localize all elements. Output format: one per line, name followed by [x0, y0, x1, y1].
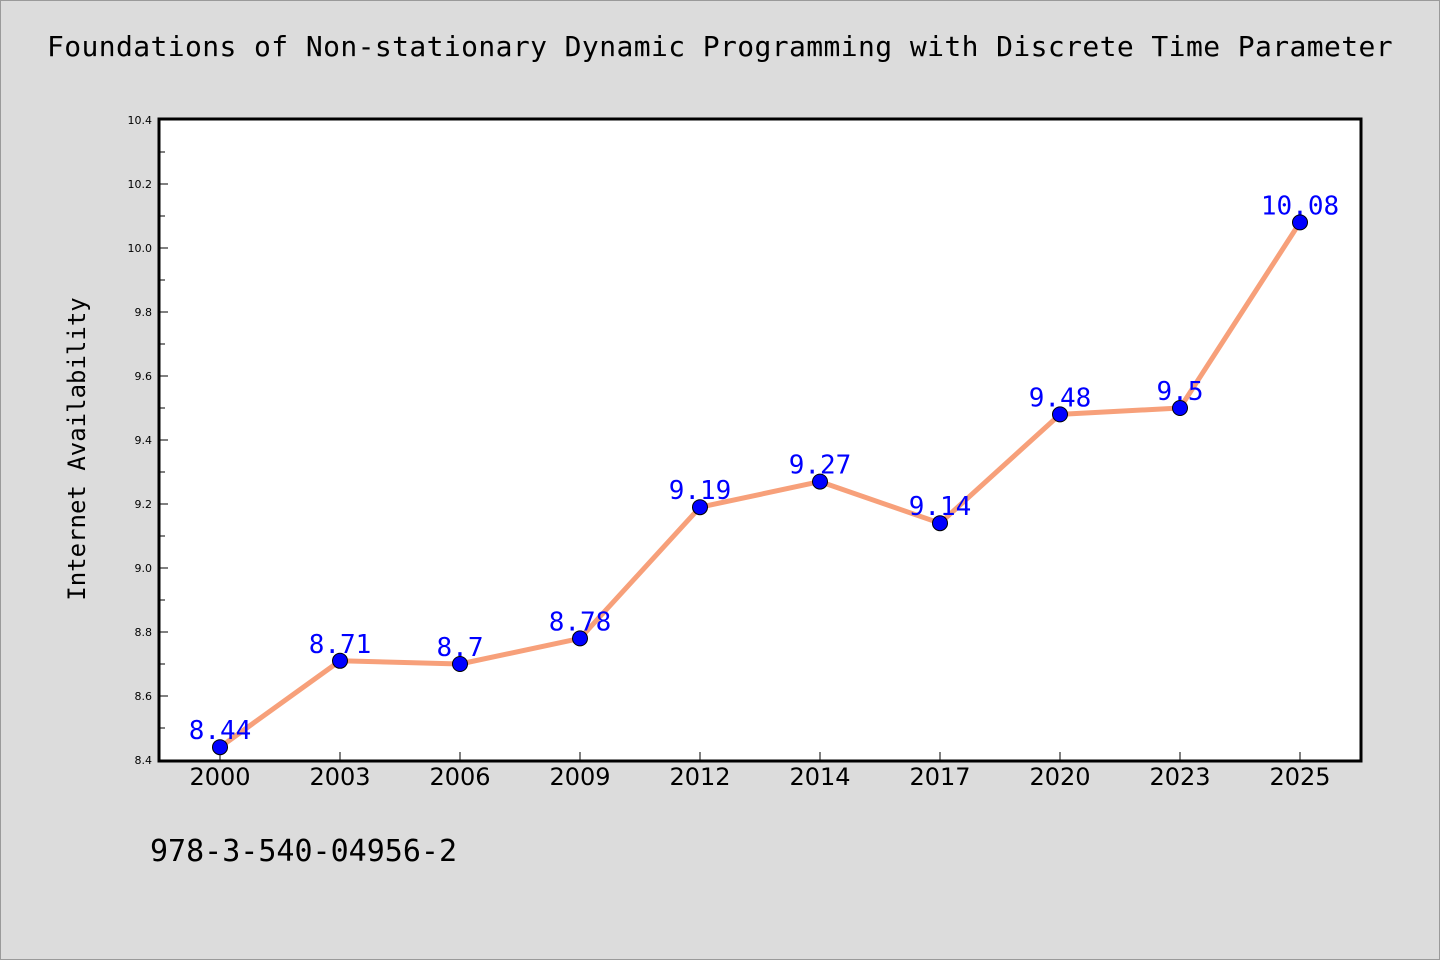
data-point — [212, 739, 228, 756]
isbn-text: 978-3-540-04956-2 — [150, 834, 458, 869]
x-tick-label: 2012 — [669, 763, 730, 791]
data-point — [692, 499, 708, 516]
x-tick-label: 2009 — [549, 763, 610, 791]
data-label: 9.19 — [669, 476, 732, 506]
x-tick-label: 2020 — [1029, 763, 1090, 791]
plot-area — [157, 117, 1363, 763]
y-tick-label: 10.0 — [128, 242, 153, 255]
series-line — [217, 219, 1303, 750]
data-point — [452, 656, 468, 672]
data-point — [572, 630, 588, 647]
data-label: 10.08 — [1261, 191, 1339, 221]
data-point — [1292, 214, 1308, 231]
y-tick-label: 8.4 — [135, 754, 153, 767]
y-tick-label: 9.0 — [135, 562, 153, 575]
data-label: 9.27 — [789, 451, 852, 481]
data-label: 8.7 — [437, 633, 484, 663]
y-tick-label: 10.2 — [128, 178, 153, 191]
x-tick-label: 2014 — [789, 763, 850, 791]
data-label: 8.44 — [189, 716, 252, 746]
data-label: 9.5 — [1157, 377, 1204, 407]
data-point — [332, 652, 348, 669]
data-label: 8.71 — [309, 630, 372, 660]
series-markers — [212, 214, 1308, 756]
x-tick-label: 2000 — [189, 763, 250, 791]
data-label: 9.48 — [1029, 383, 1092, 413]
y-tick-label: 10.4 — [128, 114, 153, 127]
data-point — [932, 515, 948, 532]
x-tick-label: 2006 — [429, 763, 490, 791]
y-tick-label: 9.2 — [135, 498, 153, 511]
y-tick-label: 9.4 — [135, 434, 153, 447]
x-tick-label: 2025 — [1269, 763, 1330, 791]
series-data-labels: 8.44 8.71 8.7 8.78 9.19 9.27 9.14 9.48 9.5 10.08 — [189, 191, 1339, 746]
y-tick-label: 9.6 — [135, 370, 153, 383]
x-tick-label: 2023 — [1149, 763, 1210, 791]
data-point — [812, 473, 828, 490]
x-tick-label: 2003 — [309, 763, 370, 791]
series-lines — [217, 219, 1303, 750]
y-axis-ticks: 8.4 8.6 8.8 9.0 9.2 9.4 9.6 9.8 10.0 10.2 10.4 — [128, 114, 168, 767]
y-axis-label: Internet Availability — [63, 297, 91, 600]
data-point — [1052, 406, 1068, 423]
y-tick-label: 8.6 — [135, 690, 153, 703]
data-point — [1172, 400, 1188, 416]
y-tick-label: 8.8 — [135, 626, 153, 639]
x-axis-ticks: 2000 2003 2006 2009 2012 2014 2017 2020 2023 2025 — [189, 752, 1331, 791]
x-tick-label: 2017 — [909, 763, 970, 791]
chart-title: Foundations of Non-stationary Dynamic Pr… — [46, 30, 1394, 63]
data-label: 9.14 — [909, 492, 972, 522]
data-label: 8.78 — [549, 607, 612, 637]
y-tick-label: 9.8 — [135, 306, 153, 319]
